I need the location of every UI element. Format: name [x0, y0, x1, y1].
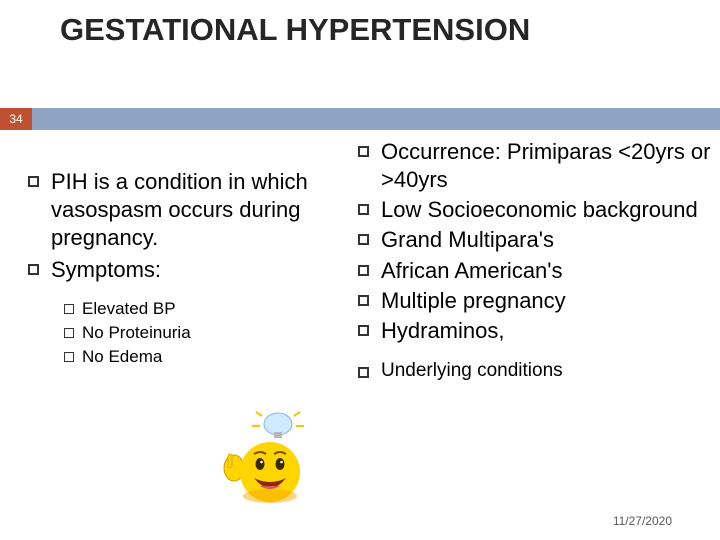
slide-title: GESTATIONAL HYPERTENSION	[60, 12, 720, 48]
list-item: Symptoms:	[28, 256, 350, 284]
square-bullet-icon	[64, 304, 74, 314]
sub-list-item: Elevated BP	[64, 299, 350, 319]
sub-bullet-text: No Proteinuria	[82, 323, 191, 343]
bullet-text: Low Socioeconomic background	[381, 196, 698, 224]
sub-list: Elevated BP No Proteinuria No Edema	[28, 289, 350, 367]
list-item: Multiple pregnancy	[358, 287, 720, 315]
bullet-text: Symptoms:	[51, 256, 161, 284]
list-item: Low Socioeconomic background	[358, 196, 720, 224]
sub-bullet-text: No Edema	[82, 347, 162, 367]
left-column: PIH is a condition in which vasospasm oc…	[0, 138, 350, 386]
list-item: Underlying conditions	[358, 359, 720, 384]
sub-list-item: No Edema	[64, 347, 350, 367]
square-bullet-icon	[358, 367, 369, 378]
sub-list-item: No Proteinuria	[64, 323, 350, 343]
title-underline-bar	[0, 108, 720, 130]
bullet-text: Occurrence: Primiparas <20yrs or >40yrs	[381, 138, 720, 194]
bullet-text: Grand Multipara's	[381, 226, 554, 254]
smiley-lightbulb-icon	[220, 410, 310, 505]
square-bullet-icon	[64, 328, 74, 338]
square-bullet-icon	[64, 352, 74, 362]
bullet-text: African American's	[381, 257, 563, 285]
list-item: Occurrence: Primiparas <20yrs or >40yrs	[358, 138, 720, 194]
square-bullet-icon	[358, 204, 369, 215]
list-item: Hydraminos,	[358, 317, 720, 345]
bullet-text: Hydraminos,	[381, 317, 504, 345]
bullet-text: Multiple pregnancy	[381, 287, 566, 315]
slide-date: 11/27/2020	[613, 514, 672, 528]
square-bullet-icon	[358, 146, 369, 157]
page-number-badge: 34	[0, 108, 32, 130]
square-bullet-icon	[358, 295, 369, 306]
square-bullet-icon	[28, 176, 39, 187]
list-item: PIH is a condition in which vasospasm oc…	[28, 168, 350, 252]
square-bullet-icon	[358, 265, 369, 276]
list-item: Grand Multipara's	[358, 226, 720, 254]
bullet-text: Underlying conditions	[381, 359, 563, 384]
square-bullet-icon	[28, 264, 39, 275]
content-area: PIH is a condition in which vasospasm oc…	[0, 138, 720, 386]
list-item: African American's	[358, 257, 720, 285]
square-bullet-icon	[358, 325, 369, 336]
sub-bullet-text: Elevated BP	[82, 299, 176, 319]
square-bullet-icon	[358, 234, 369, 245]
bullet-text: PIH is a condition in which vasospasm oc…	[51, 168, 350, 252]
right-column: Occurrence: Primiparas <20yrs or >40yrs …	[350, 138, 720, 386]
